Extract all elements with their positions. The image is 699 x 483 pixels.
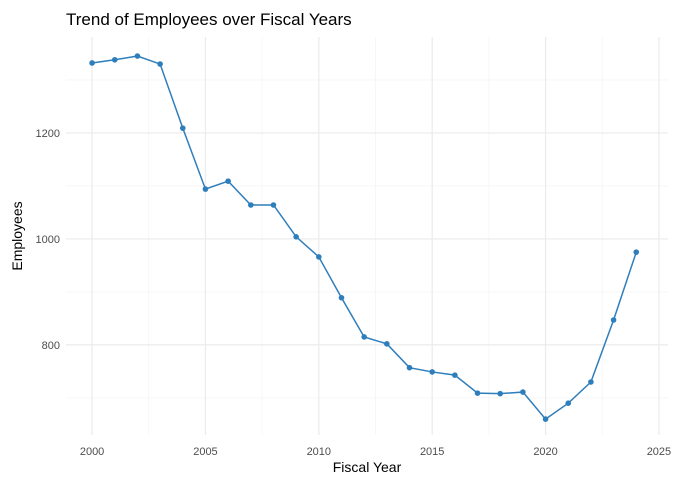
data-point-2001: [111, 56, 118, 63]
x-tick-label: 2015: [420, 446, 444, 458]
data-point-2019: [520, 389, 526, 395]
data-point-2016: [452, 372, 458, 378]
x-tick-label: 2020: [533, 446, 557, 458]
y-tick-label: 1200: [36, 128, 60, 140]
chart-title: Trend of Employees over Fiscal Years: [66, 10, 352, 29]
data-point-2018: [497, 390, 504, 397]
data-point-2010: [316, 254, 322, 260]
data-point-2004: [179, 125, 186, 131]
x-tick-label: 2000: [80, 446, 104, 458]
x-axis-label: Fiscal Year: [333, 459, 402, 475]
data-point-2008: [270, 202, 277, 208]
data-point-2009: [293, 233, 299, 240]
data-point-2007: [247, 202, 254, 208]
grid: [66, 37, 668, 435]
data-point-2011: [338, 294, 345, 301]
y-axis-ticks: 800 1000 1200: [36, 128, 60, 352]
data-point-2000: [89, 60, 95, 66]
data-point-2012: [361, 334, 367, 340]
data-point-2006: [225, 178, 231, 184]
data-point-2002: [134, 53, 141, 59]
data-point-2003: [157, 61, 163, 67]
x-tick-label: 2025: [647, 446, 671, 458]
data-point-2022: [588, 379, 594, 385]
data-point-2015: [429, 369, 435, 375]
y-tick-label: 800: [42, 340, 60, 352]
data-point-2014: [406, 364, 413, 371]
data-point-2020: [542, 416, 549, 422]
series-layer: [89, 53, 640, 422]
y-axis-label: Employees: [9, 201, 25, 270]
x-tick-label: 2010: [307, 446, 331, 458]
data-point-2013: [384, 341, 390, 347]
x-tick-label: 2005: [193, 446, 217, 458]
data-point-2017: [474, 390, 481, 396]
data-point-2021: [565, 400, 572, 407]
series-line: [91, 55, 637, 421]
x-axis-ticks: 2000 2005 2010 2015 2020 2025: [80, 446, 671, 458]
data-point-2024: [633, 249, 640, 255]
y-tick-label: 1000: [36, 234, 60, 246]
data-point-2005: [202, 186, 209, 192]
data-point-2023: [610, 317, 617, 323]
